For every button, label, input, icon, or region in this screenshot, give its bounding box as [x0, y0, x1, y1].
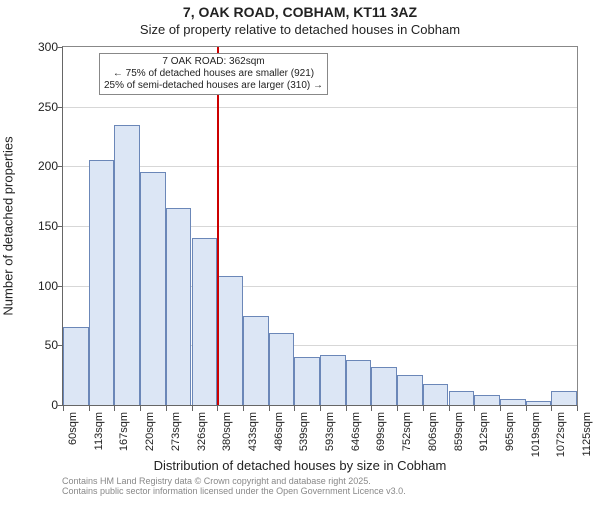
- x-tick-mark: [89, 406, 90, 411]
- footer-attribution: Contains HM Land Registry data © Crown c…: [62, 476, 406, 497]
- histogram-bar: [294, 357, 320, 405]
- histogram-bar: [449, 391, 475, 405]
- callout-box: 7 OAK ROAD: 362sqm← 75% of detached hous…: [99, 53, 328, 95]
- histogram-bar: [114, 125, 140, 405]
- y-tick-label: 0: [22, 398, 58, 412]
- histogram-bar: [243, 316, 269, 406]
- gridline: [63, 107, 577, 108]
- x-tick-mark: [371, 406, 372, 411]
- x-tick-mark: [397, 406, 398, 411]
- x-tick-mark: [63, 406, 64, 411]
- x-tick-mark: [192, 406, 193, 411]
- x-tick-mark: [449, 406, 450, 411]
- plot-area: 7 OAK ROAD: 362sqm← 75% of detached hous…: [62, 46, 578, 406]
- callout-line: 25% of semi-detached houses are larger (…: [104, 80, 323, 92]
- y-tick-label: 150: [22, 219, 58, 233]
- histogram-bar: [423, 384, 449, 405]
- histogram-bar: [551, 391, 577, 405]
- callout-line: ← 75% of detached houses are smaller (92…: [104, 68, 323, 80]
- histogram-bar: [320, 355, 346, 405]
- histogram-bar: [192, 238, 218, 405]
- y-axis-label: Number of detached properties: [1, 136, 16, 315]
- histogram-bar: [526, 401, 552, 405]
- histogram-bar: [500, 399, 526, 405]
- x-tick-mark: [474, 406, 475, 411]
- y-tick-label: 50: [22, 338, 58, 352]
- x-tick-mark: [423, 406, 424, 411]
- x-axis-label: Distribution of detached houses by size …: [0, 458, 600, 473]
- x-tick-mark: [243, 406, 244, 411]
- y-tick-label: 200: [22, 159, 58, 173]
- x-tick-mark: [346, 406, 347, 411]
- histogram-bar: [89, 160, 115, 405]
- histogram-bar: [269, 333, 295, 405]
- x-tick-mark: [500, 406, 501, 411]
- histogram-bar: [63, 327, 89, 405]
- callout-line: 7 OAK ROAD: 362sqm: [104, 56, 323, 68]
- x-tick-mark: [114, 406, 115, 411]
- histogram-bar: [474, 395, 500, 405]
- chart-container: 7, OAK ROAD, COBHAM, KT11 3AZ Size of pr…: [0, 0, 600, 500]
- y-tick-label: 300: [22, 40, 58, 54]
- x-tick-mark: [217, 406, 218, 411]
- gridline: [63, 166, 577, 167]
- chart-title: 7, OAK ROAD, COBHAM, KT11 3AZ: [0, 4, 600, 20]
- y-tick-label: 250: [22, 100, 58, 114]
- histogram-bar: [397, 375, 423, 405]
- x-tick-mark: [526, 406, 527, 411]
- x-tick-mark: [294, 406, 295, 411]
- histogram-bar: [166, 208, 192, 405]
- x-tick-mark: [320, 406, 321, 411]
- histogram-bar: [346, 360, 372, 405]
- x-tick-mark: [140, 406, 141, 411]
- reference-line: [217, 47, 219, 405]
- footer-line-2: Contains public sector information licen…: [62, 486, 406, 496]
- x-tick-mark: [577, 406, 578, 411]
- footer-line-1: Contains HM Land Registry data © Crown c…: [62, 476, 406, 486]
- histogram-bar: [140, 172, 166, 405]
- x-tick-mark: [551, 406, 552, 411]
- histogram-bar: [217, 276, 243, 405]
- x-tick-mark: [269, 406, 270, 411]
- chart-subtitle: Size of property relative to detached ho…: [0, 22, 600, 37]
- y-tick-label: 100: [22, 279, 58, 293]
- histogram-bar: [371, 367, 397, 405]
- x-tick-mark: [166, 406, 167, 411]
